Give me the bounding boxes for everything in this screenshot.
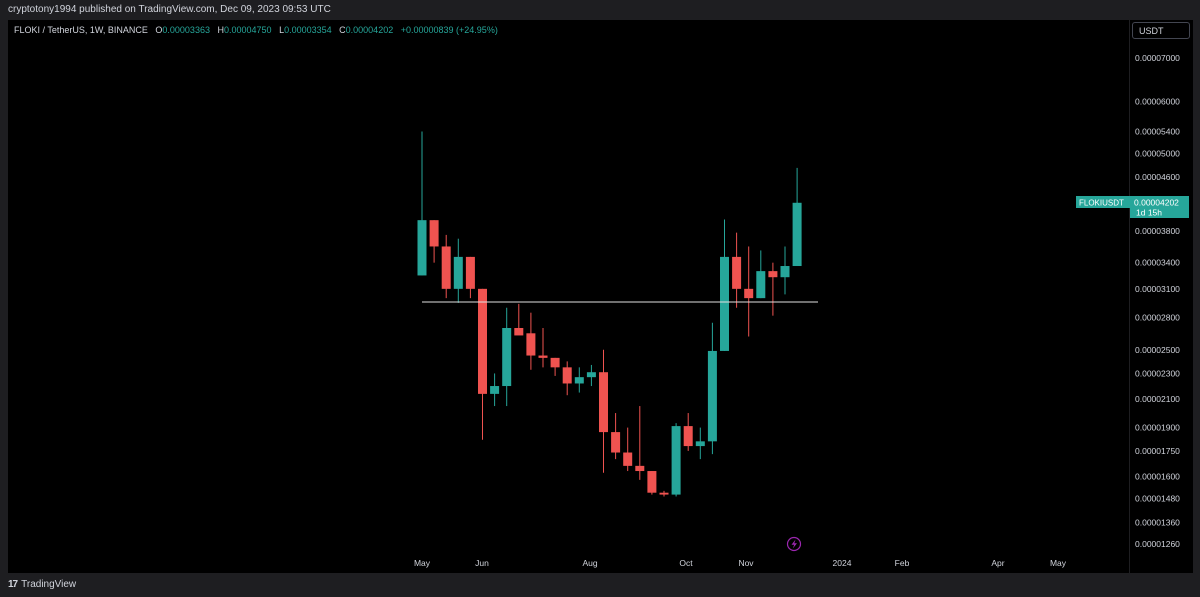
tradingview-logo-icon: 17 (8, 579, 18, 590)
open-label: O (155, 25, 163, 35)
bottom-bar (0, 573, 1200, 597)
close-label: C (339, 25, 346, 35)
publish-line: cryptotony1994 published on TradingView.… (8, 4, 331, 15)
high-label: H (217, 25, 224, 35)
symbol-legend: FLOKI / TetherUS, 1W, BINANCE O0.0000336… (14, 25, 498, 35)
change-value: +0.00000839 (+24.95%) (400, 25, 498, 35)
low-value: 0.00003354 (284, 25, 332, 35)
close-value: 0.00004202 (345, 25, 394, 35)
price-axis[interactable] (1129, 20, 1193, 573)
low-label: L (279, 25, 285, 35)
tradingview-brand: TradingView (21, 579, 77, 590)
publish-bar: cryptotony1994 published on TradingView.… (0, 0, 1200, 20)
open-value: 0.00003363 (162, 25, 210, 35)
currency-button[interactable]: USDT (1132, 22, 1190, 39)
high-value: 0.00004750 (223, 25, 272, 35)
tradingview-logo[interactable]: 17 TradingView (8, 579, 76, 590)
symbol-name: FLOKI / TetherUS, 1W, BINANCE (14, 25, 148, 35)
chart-area[interactable] (8, 20, 1129, 573)
